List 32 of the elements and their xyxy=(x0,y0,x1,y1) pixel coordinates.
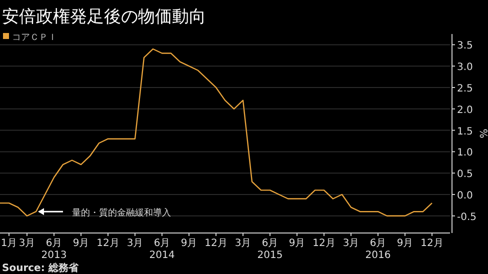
x-tick-label: 12月 xyxy=(96,238,120,249)
y-tick-label: 3.0 xyxy=(457,62,473,74)
line-series xyxy=(0,48,433,216)
legend-label: コアＣＰＩ xyxy=(12,33,57,43)
x-tick-label: 9月 xyxy=(72,238,90,249)
x-tick-label: 12月 xyxy=(312,238,336,249)
y-axis-title: % xyxy=(477,128,488,138)
annotation: 量的・質的金融緩和導入 xyxy=(72,208,171,219)
x-tick-label: 3月 xyxy=(234,238,252,249)
source-note: Source: 総務省 xyxy=(2,262,80,274)
x-tick-label: 6月 2015 xyxy=(257,238,283,261)
x-tick-label: 9月 xyxy=(180,238,198,249)
x-tick-label: 1月 xyxy=(0,238,18,249)
x-tick-label: 6月 2013 xyxy=(41,238,67,261)
y-tick-label: 0.5 xyxy=(457,169,473,180)
y-tick-label: 1.5 xyxy=(457,126,473,138)
x-tick-label: 6月 2016 xyxy=(365,238,391,261)
x-tick-label: 3月 xyxy=(126,238,144,249)
y-tick-label: -0.5 xyxy=(457,212,477,223)
y-tick-label: 3.5 xyxy=(457,40,473,52)
x-tick-label: 9月 xyxy=(288,238,306,249)
x-tick-label: 9月 xyxy=(396,238,414,249)
y-tick-label: 2.5 xyxy=(457,83,473,94)
x-tick-label: 3月 xyxy=(342,238,360,249)
chart-title: 安倍政権発足後の物価動向 xyxy=(2,7,206,27)
y-tick-label: 1.0 xyxy=(457,148,473,159)
x-tick-label: 6月 2014 xyxy=(149,238,175,261)
y-tick-label: 0.0 xyxy=(457,190,473,202)
x-tick-label: 12月 xyxy=(420,238,444,249)
y-tick-label: 2.0 xyxy=(457,104,473,116)
x-tick-label: 3月 xyxy=(18,238,36,249)
x-tick-label: 12月 xyxy=(204,238,228,249)
